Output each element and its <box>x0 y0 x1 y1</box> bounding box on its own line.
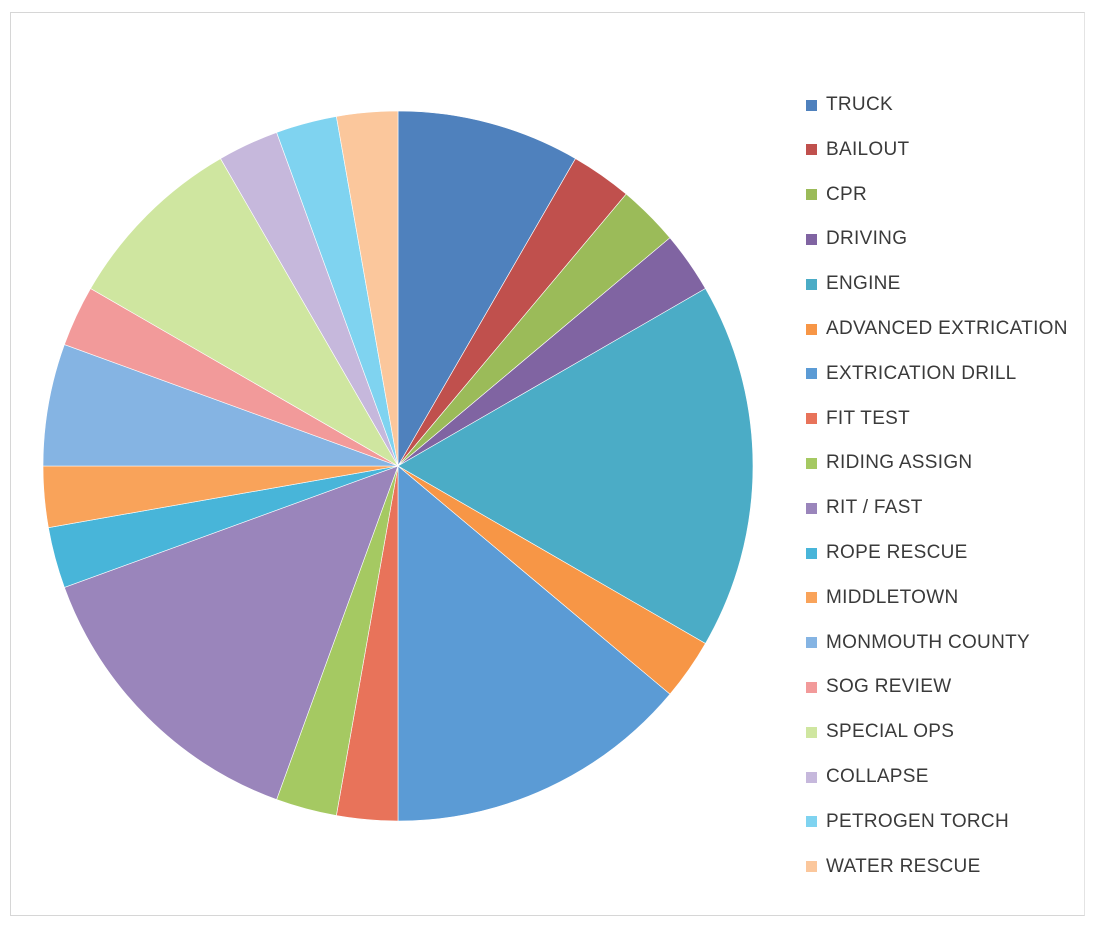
legend-item: COLLAPSE <box>806 765 929 789</box>
legend-item: FIT TEST <box>806 407 910 431</box>
pie-slice-truck <box>397 110 576 468</box>
legend-item: MONMOUTH COUNTY <box>806 631 1030 655</box>
legend-swatch <box>806 637 817 649</box>
legend-item: DRIVING <box>806 227 907 251</box>
pie-slice-rit-fast <box>64 465 399 800</box>
legend-item: BAILOUT <box>806 138 909 162</box>
legend-swatch <box>806 278 817 290</box>
legend-swatch <box>806 323 817 335</box>
legend-swatch <box>806 413 817 425</box>
legend-item: MIDDLETOWN <box>806 586 958 610</box>
legend-item: ENGINE <box>806 272 901 296</box>
legend-label: DRIVING <box>826 228 908 250</box>
legend-swatch <box>806 861 817 873</box>
legend-label: ENGINE <box>826 273 901 295</box>
legend-item: TRUCK <box>806 93 893 117</box>
legend-label: TRUCK <box>826 94 893 115</box>
legend-swatch <box>806 502 817 514</box>
legend-label: WATER RESCUE <box>826 855 981 877</box>
legend-item: CPR <box>806 183 867 207</box>
legend-label: BAILOUT <box>826 138 910 160</box>
legend-item: ADVANCED EXTRICATION <box>806 317 1068 341</box>
legend-swatch <box>806 771 817 783</box>
legend-label: RIT / FAST <box>826 497 923 519</box>
pie-slice-special-ops <box>90 158 399 467</box>
legend-swatch <box>806 457 817 469</box>
legend-label: PETROGEN TORCH <box>826 810 1009 832</box>
pie-slice-extrication-drill <box>397 465 671 822</box>
legend-item: SPECIAL OPS <box>806 720 954 744</box>
legend-swatch <box>806 368 817 380</box>
legend-item: RIT / FAST <box>806 496 923 520</box>
legend-label: SPECIAL OPS <box>826 721 955 743</box>
legend-item: EXTRICATION DRILL <box>806 362 1017 386</box>
legend-item: WATER RESCUE <box>806 855 981 879</box>
pie-chart <box>42 110 754 822</box>
legend-item: ROPE RESCUE <box>806 541 968 565</box>
legend-item: PETROGEN TORCH <box>806 810 1009 834</box>
legend-swatch <box>806 592 817 604</box>
legend-label: ROPE RESCUE <box>826 542 968 563</box>
legend-label: FIT TEST <box>826 407 911 429</box>
legend-item: SOG REVIEW <box>806 675 951 699</box>
legend-label: EXTRICATION DRILL <box>826 362 1017 384</box>
legend-label: RIDING ASSIGN <box>826 452 973 474</box>
legend-swatch <box>806 726 817 738</box>
legend-label: MONMOUTH COUNTY <box>826 631 1030 653</box>
legend-label: COLLAPSE <box>826 766 929 787</box>
chart-area: TRUCK BAILOUT CPR DRIVING ENGINE ADVANCED EXT… <box>10 12 1085 916</box>
legend-label: SOG REVIEW <box>826 676 952 698</box>
legend-swatch <box>806 144 817 156</box>
legend-label: MIDDLETOWN <box>826 586 959 608</box>
legend-swatch <box>806 547 817 559</box>
pie-slice-water-rescue <box>336 110 399 467</box>
legend-swatch <box>806 816 817 828</box>
legend-label: ADVANCED EXTRICATION <box>826 318 1068 339</box>
legend-swatch <box>806 189 817 201</box>
legend-swatch <box>806 233 817 245</box>
legend-item: RIDING ASSIGN <box>806 451 972 475</box>
legend-swatch <box>806 99 817 111</box>
legend-label: CPR <box>826 183 868 205</box>
legend-swatch <box>806 681 817 693</box>
pie-slice-engine <box>397 288 754 644</box>
